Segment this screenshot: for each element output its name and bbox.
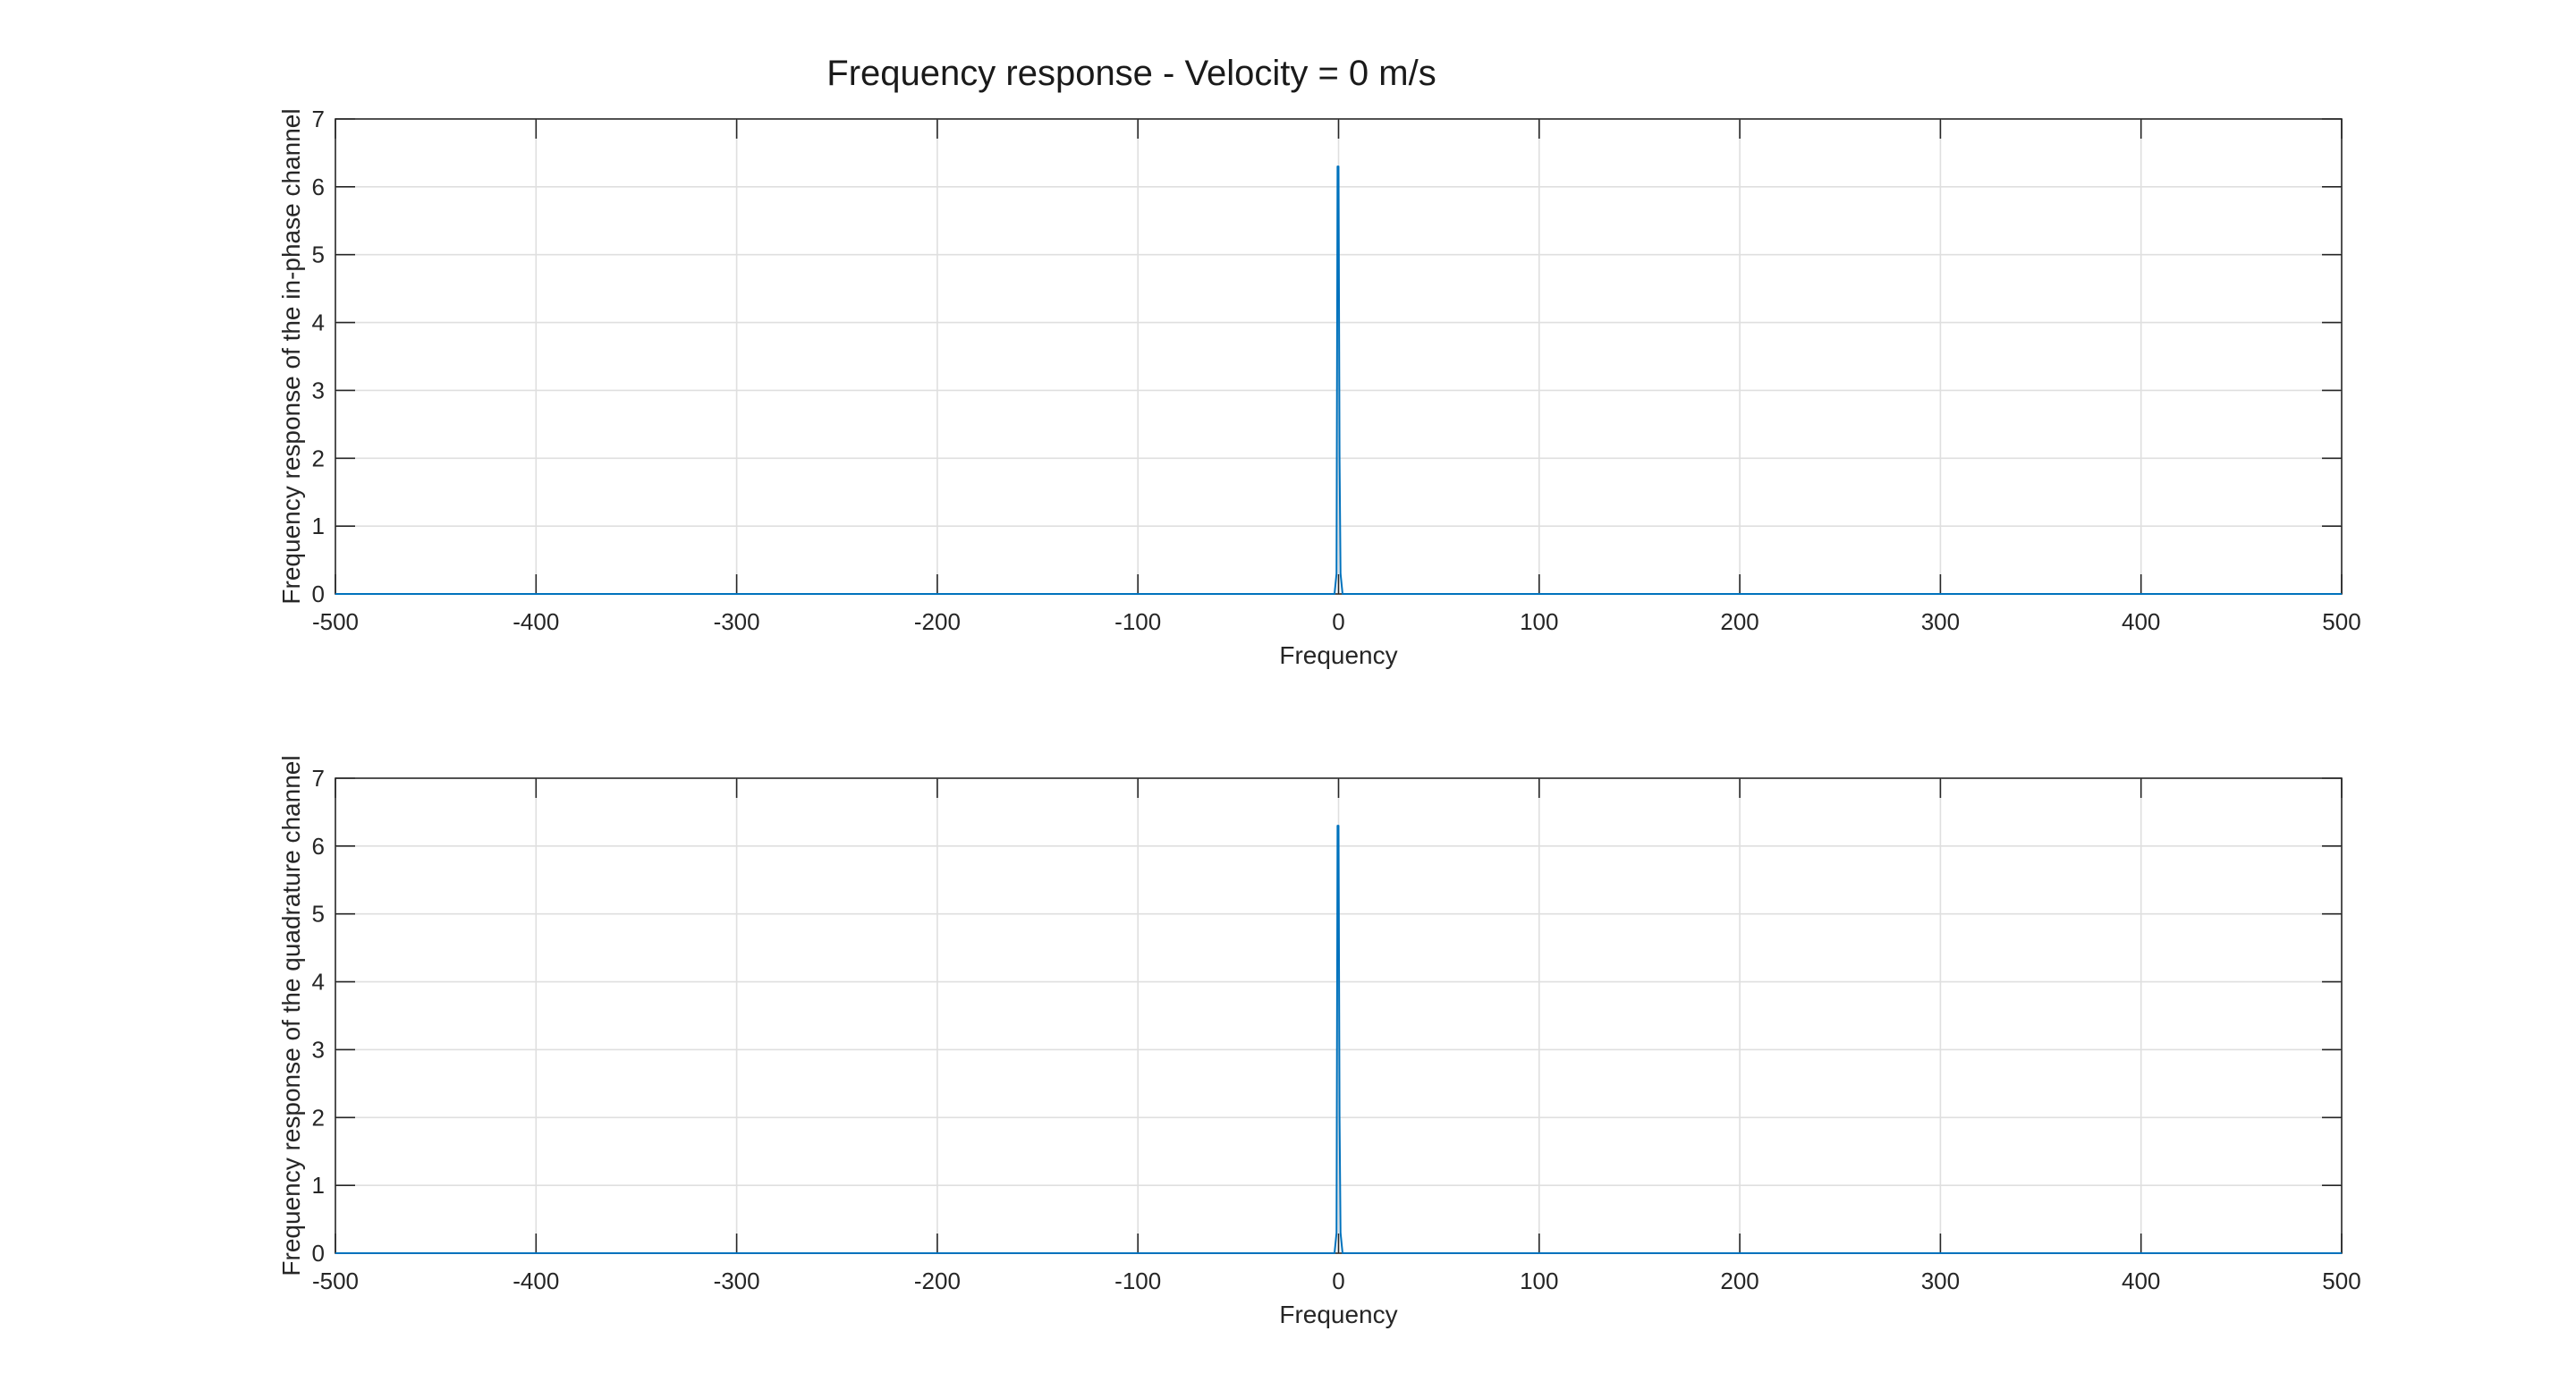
quadrature-x-tick-label: 100 xyxy=(1520,1268,1558,1294)
quadrature-x-tick-label: 300 xyxy=(1921,1268,1960,1294)
quadrature-x-tick-label: 500 xyxy=(2322,1268,2360,1294)
quadrature-y-axis-label: Frequency response of the quadrature cha… xyxy=(277,755,305,1276)
quadrature-x-tick-label: -400 xyxy=(513,1268,559,1294)
quadrature-y-tick-label: 7 xyxy=(312,765,325,792)
in-phase-x-tick-label: -400 xyxy=(513,608,559,635)
in-phase-x-tick-label: -200 xyxy=(914,608,961,635)
quadrature-x-tick-label: -500 xyxy=(312,1268,359,1294)
in-phase-ticks: -500 -400 -300 -200 -100 0 100 200 300 400 500 0 1 2 3… xyxy=(312,106,2361,635)
in-phase-y-tick-label: 3 xyxy=(312,377,325,403)
in-phase-x-tick-label: 500 xyxy=(2322,608,2360,635)
quadrature-x-tick-label: -300 xyxy=(714,1268,760,1294)
in-phase-axes: -500 -400 -300 -200 -100 0 100 200 300 400 500 0 1 2 3… xyxy=(277,106,2361,669)
in-phase-x-tick-label: 0 xyxy=(1332,608,1344,635)
in-phase-plot xyxy=(335,165,2342,595)
in-phase-y-tick-label: 0 xyxy=(312,581,325,607)
in-phase-x-tick-label: 200 xyxy=(1720,608,1758,635)
in-phase-y-tick-label: 5 xyxy=(312,242,325,268)
quadrature-y-tick-label: 3 xyxy=(312,1036,325,1063)
in-phase-y-tick-label: 1 xyxy=(312,513,325,539)
in-phase-x-tick-label: 300 xyxy=(1921,608,1960,635)
in-phase-y-tick-label: 7 xyxy=(312,106,325,132)
quadrature-y-tick-label: 6 xyxy=(312,833,325,860)
in-phase-x-tick-label: -500 xyxy=(312,608,359,635)
quadrature-x-tick-label: -200 xyxy=(914,1268,961,1294)
quadrature-x-tick-label: -100 xyxy=(1114,1268,1161,1294)
in-phase-x-tick-label: 100 xyxy=(1520,608,1558,635)
in-phase-y-tick-label: 2 xyxy=(312,445,325,471)
quadrature-series-line xyxy=(335,825,2342,1254)
quadrature-y-tick-label: 0 xyxy=(312,1240,325,1267)
quadrature-x-tick-label: 400 xyxy=(2122,1268,2160,1294)
quadrature-axes: -500 -400 -300 -200 -100 0 100 200 300 400 500 0 1 2 3… xyxy=(277,755,2361,1328)
quadrature-y-tick-label: 5 xyxy=(312,901,325,928)
in-phase-y-axis-label: Frequency response of the in-phase chann… xyxy=(277,108,305,604)
in-phase-y-tick-label: 6 xyxy=(312,174,325,200)
quadrature-ticks: -500 -400 -300 -200 -100 0 100 200 300 400 500 0 1 2 3… xyxy=(312,765,2361,1294)
in-phase-y-tick-label: 4 xyxy=(312,309,325,336)
in-phase-x-tick-label: -100 xyxy=(1114,608,1161,635)
in-phase-x-axis-label: Frequency xyxy=(1279,641,1397,669)
quadrature-y-tick-label: 2 xyxy=(312,1104,325,1131)
quadrature-y-tick-label: 4 xyxy=(312,969,325,996)
figure-title: Frequency response - Velocity = 0 m/s xyxy=(826,54,1436,93)
quadrature-x-tick-label: 200 xyxy=(1720,1268,1758,1294)
in-phase-x-tick-label: 400 xyxy=(2122,608,2160,635)
quadrature-x-tick-label: 0 xyxy=(1332,1268,1344,1294)
quadrature-plot xyxy=(335,825,2342,1254)
quadrature-x-axis-label: Frequency xyxy=(1279,1301,1397,1328)
in-phase-x-tick-label: -300 xyxy=(714,608,760,635)
quadrature-y-tick-label: 1 xyxy=(312,1172,325,1199)
in-phase-series-line xyxy=(335,165,2342,595)
